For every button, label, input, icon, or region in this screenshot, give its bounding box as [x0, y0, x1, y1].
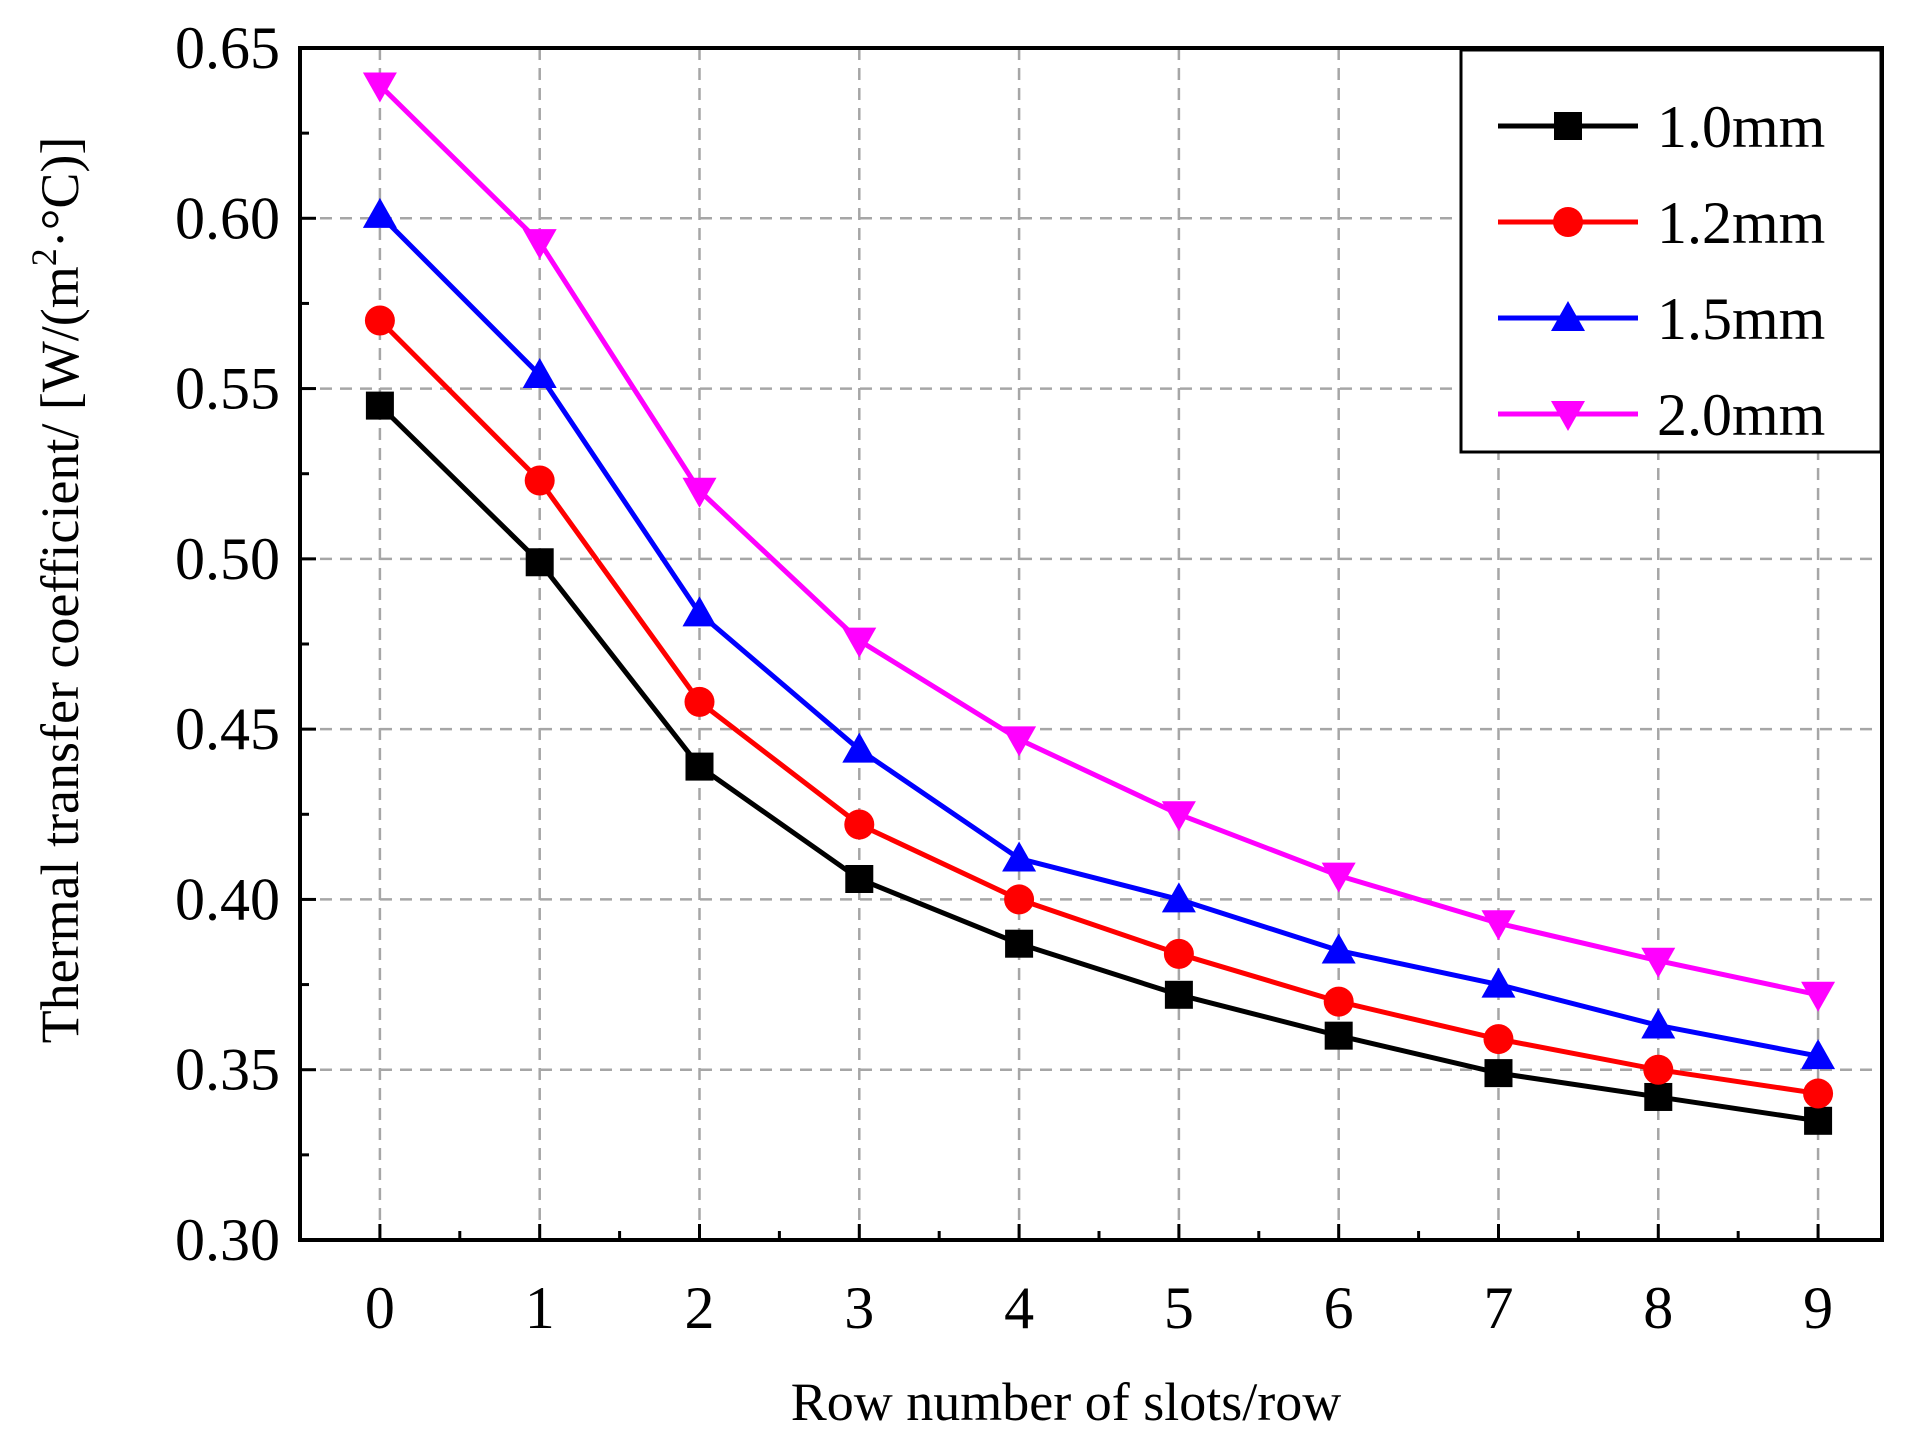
- y-axis-title-main: Thermal transfer coefficient/ [W/(m: [30, 266, 90, 1043]
- x-tick-label: 8: [1643, 1275, 1673, 1341]
- data-point: [1801, 981, 1836, 1012]
- data-point: [1484, 1059, 1513, 1088]
- data-point: [1005, 929, 1034, 958]
- data-point: [844, 809, 875, 840]
- data-point: [1804, 1106, 1833, 1135]
- x-tick-label: 4: [1004, 1275, 1034, 1341]
- y-tick-label: 0.45: [175, 696, 280, 762]
- series-line: [378, 403, 1819, 1124]
- data-point: [685, 752, 714, 781]
- data-point: [1644, 1082, 1673, 1111]
- series-group: [362, 72, 1836, 1135]
- legend-swatch-marker: [1553, 207, 1583, 237]
- data-point: [845, 864, 874, 893]
- data-point: [1323, 986, 1354, 1017]
- data-point: [1164, 980, 1193, 1009]
- x-tick-label: 0: [365, 1275, 395, 1341]
- series-line: [378, 318, 1819, 1097]
- x-tick-label: 7: [1483, 1275, 1513, 1341]
- data-point: [522, 229, 557, 260]
- x-tick-label: 3: [844, 1275, 874, 1341]
- data-point: [682, 477, 717, 508]
- series-1.2mm: [364, 305, 1834, 1109]
- tick-labels: 0 1 2 3 4 5 6 7 8 9 0.30 0.35 0.40 0.45 0.50 0.55 0.60 0.…: [175, 15, 1833, 1341]
- x-tick-label: 1: [525, 1275, 555, 1341]
- y-tick-label: 0.60: [175, 185, 280, 251]
- legend-item: 1.2mm: [1498, 190, 1825, 256]
- legend-item: 2.0mm: [1498, 382, 1825, 448]
- series-line: [378, 83, 1819, 998]
- grid: [300, 48, 1882, 1240]
- y-tick-label: 0.30: [175, 1207, 280, 1273]
- data-point: [1163, 938, 1194, 969]
- data-point: [842, 732, 877, 763]
- series-1.5mm: [362, 197, 1836, 1070]
- data-point: [1321, 933, 1356, 964]
- legend-item: 1.5mm: [1498, 286, 1825, 352]
- legend-box: [1459, 48, 1883, 454]
- y-tick-label: 0.50: [175, 526, 280, 592]
- legend-label: 2.0mm: [1657, 382, 1825, 448]
- legend-swatch-marker: [1554, 112, 1582, 140]
- legend-swatch-marker: [1551, 301, 1585, 331]
- x-axis-title: Row number of slots/row: [791, 1372, 1341, 1432]
- y-tick-label: 0.40: [175, 866, 280, 932]
- data-point: [842, 627, 877, 658]
- y-tick-label: 0.55: [175, 356, 280, 422]
- data-point: [1641, 1008, 1676, 1039]
- data-point: [1643, 1054, 1674, 1085]
- data-point: [1002, 841, 1037, 872]
- data-point: [524, 465, 555, 496]
- data-point: [1321, 862, 1356, 893]
- data-point: [1483, 1024, 1514, 1055]
- series-line: [378, 213, 1819, 1059]
- legend-swatch-marker: [1551, 401, 1585, 431]
- data-point: [1004, 884, 1035, 915]
- data-point: [1803, 1078, 1834, 1109]
- data-point: [684, 686, 715, 717]
- series-2.0mm: [362, 72, 1836, 1012]
- x-tick-label: 5: [1164, 1275, 1194, 1341]
- data-point: [1002, 726, 1037, 757]
- plot-area-frame: [298, 46, 1884, 1242]
- data-point: [1801, 1039, 1836, 1070]
- data-point: [1481, 967, 1516, 998]
- legend-label: 1.5mm: [1657, 286, 1825, 352]
- data-point: [362, 72, 397, 103]
- y-tick-label: 0.65: [175, 15, 280, 81]
- legend-label: 1.2mm: [1657, 190, 1825, 256]
- legend: 1.0mm 1.2mm 1.5mm 2.0mm: [1459, 48, 1883, 454]
- data-point: [364, 305, 395, 336]
- y-tick-label: 0.35: [175, 1037, 280, 1103]
- data-point: [525, 548, 554, 577]
- y-axis-title-superscript: 2: [24, 248, 64, 266]
- legend-item: 1.0mm: [1498, 94, 1825, 160]
- x-tick-label: 9: [1803, 1275, 1833, 1341]
- legend-label: 1.0mm: [1657, 94, 1825, 160]
- axis-ticks: [300, 46, 1820, 1242]
- data-point: [1161, 801, 1196, 832]
- data-point: [362, 197, 397, 228]
- data-point: [682, 596, 717, 627]
- series-1.0mm: [365, 391, 1833, 1135]
- data-point: [1324, 1021, 1353, 1050]
- data-point: [1161, 882, 1196, 913]
- x-tick-label: 2: [684, 1275, 714, 1341]
- x-tick-label: 6: [1324, 1275, 1354, 1341]
- y-axis-title: Thermal transfer coefficient/ [W/(m2·°C)…: [24, 137, 90, 1044]
- data-point: [1481, 910, 1516, 941]
- data-point: [365, 391, 394, 420]
- data-point: [522, 357, 557, 388]
- y-axis-title-tail: ·°C)]: [30, 137, 90, 249]
- data-point: [1641, 947, 1676, 978]
